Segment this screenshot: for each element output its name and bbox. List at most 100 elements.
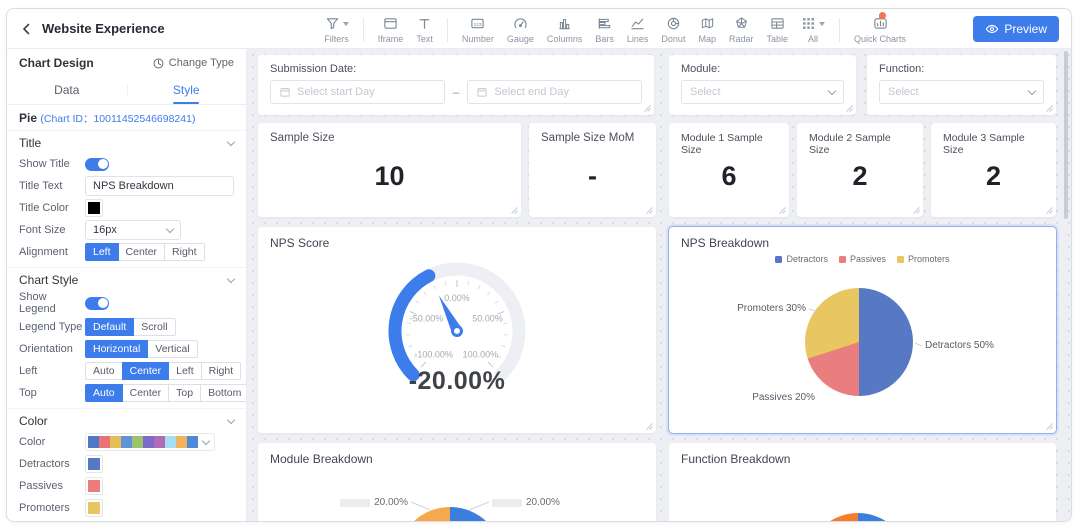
toolbar-item-all[interactable]: All xyxy=(796,16,830,44)
palette-swatch xyxy=(176,436,187,448)
back-button[interactable] xyxy=(19,21,35,37)
alignment-center-option[interactable]: Center xyxy=(117,243,166,261)
toolbar-item-gauge[interactable]: Gauge xyxy=(502,16,539,44)
pie-label-right: 20.00% xyxy=(492,497,560,508)
chevron-down-icon xyxy=(226,415,236,425)
section-title-header[interactable]: Title xyxy=(7,131,246,153)
start-date-input[interactable]: Select start Day xyxy=(270,80,445,104)
resize-handle[interactable] xyxy=(779,207,786,214)
module-breakdown-pie-card[interactable]: Module Breakdown 20.00% 20.00% xyxy=(258,443,656,521)
left-center-option[interactable]: Center xyxy=(121,362,170,380)
canvas-scrollbar-thumb[interactable] xyxy=(1064,51,1068,219)
toolbar-item-number[interactable]: 123 Number xyxy=(457,16,499,44)
column-chart-icon xyxy=(559,19,570,30)
page-title: Website Experience xyxy=(42,21,165,36)
left-auto-option[interactable]: Auto xyxy=(85,362,123,380)
alignment-right-option[interactable]: Right xyxy=(164,243,205,261)
kpi-module3-sample-size-card[interactable]: Module 3 Sample Size 2 xyxy=(931,123,1056,217)
legend-item-promoters[interactable]: Promoters xyxy=(897,254,950,264)
detractors-color-swatch[interactable] xyxy=(85,455,103,473)
resize-handle[interactable] xyxy=(511,207,518,214)
module-select[interactable]: Select xyxy=(681,80,844,104)
caret-down-icon xyxy=(819,22,825,29)
resize-handle[interactable] xyxy=(646,423,653,430)
top-auto-option[interactable]: Auto xyxy=(85,384,123,402)
top-center-option[interactable]: Center xyxy=(121,384,170,402)
legend-type-scroll-option[interactable]: Scroll xyxy=(133,318,176,336)
map-icon xyxy=(701,18,713,29)
kpi-value: 2 xyxy=(985,161,1002,191)
kpi-module1-sample-size-card[interactable]: Module 1 Sample Size 6 xyxy=(669,123,789,217)
resize-handle[interactable] xyxy=(1046,105,1053,112)
kpi-sample-size-card[interactable]: Sample Size 10 xyxy=(258,123,521,217)
end-date-input[interactable]: Select end Day xyxy=(467,80,642,104)
redacted-name xyxy=(492,498,522,507)
module-filter-card[interactable]: Module: Select xyxy=(669,55,856,115)
palette-swatch xyxy=(132,436,143,448)
resize-handle[interactable] xyxy=(646,207,653,214)
kpi-title: Module 2 Sample Size xyxy=(809,132,891,156)
number-icon: 123 xyxy=(471,18,485,29)
change-type-button[interactable]: Change Type xyxy=(152,57,234,70)
preview-button[interactable]: Preview xyxy=(973,15,1059,42)
toolbar-item-lines[interactable]: Lines xyxy=(622,16,654,44)
title-color-swatch[interactable] xyxy=(85,199,103,217)
show-title-toggle[interactable] xyxy=(85,157,109,171)
toolbar-item-filters[interactable]: Filters xyxy=(319,16,354,44)
chevron-left-icon xyxy=(23,23,30,34)
show-legend-toggle[interactable] xyxy=(85,296,109,310)
left-right-option[interactable]: Right xyxy=(200,362,242,380)
section-chart-style-header[interactable]: Chart Style xyxy=(7,268,246,290)
series-detractors-label: Detractors xyxy=(19,458,70,470)
nps-score-gauge-card[interactable]: NPS Score -100.00% -50.00% 0.00% 50.00% 100.… xyxy=(258,227,656,433)
nps-breakdown-pie-card[interactable]: NPS Breakdown Detractors Passives Promot… xyxy=(669,227,1056,433)
kpi-sample-size-mom-card[interactable]: Sample Size MoM - xyxy=(529,123,656,217)
legend-swatch xyxy=(897,255,904,263)
toolbar-item-map[interactable]: Map xyxy=(693,16,721,44)
tab-data[interactable]: Data xyxy=(54,83,80,97)
function-breakdown-pie-card[interactable]: Function Breakdown xyxy=(669,443,1056,521)
function-select[interactable]: Select xyxy=(879,80,1044,104)
legend-item-passives[interactable]: Passives xyxy=(838,254,886,264)
title-text-input[interactable] xyxy=(85,176,234,196)
toolbar-item-quick-charts[interactable]: Quick Charts xyxy=(849,11,911,44)
bar-chart-icon xyxy=(598,18,611,29)
left-left-option[interactable]: Left xyxy=(168,362,202,380)
toolbar-item-bars[interactable]: Bars xyxy=(590,16,619,44)
legend-item-detractors[interactable]: Detractors xyxy=(775,254,828,264)
orientation-vertical-option[interactable]: Vertical xyxy=(147,340,198,358)
title-group: Website Experience xyxy=(19,21,257,37)
toolbar-item-table[interactable]: Table xyxy=(761,16,793,44)
legend-type-default-option[interactable]: Default xyxy=(85,318,135,336)
top-top-option[interactable]: Top xyxy=(168,384,202,402)
function-filter-card[interactable]: Function: Select xyxy=(867,55,1056,115)
resize-handle[interactable] xyxy=(846,105,853,112)
notification-badge xyxy=(878,11,886,19)
resize-handle[interactable] xyxy=(1046,423,1053,430)
resize-handle[interactable] xyxy=(913,207,920,214)
palette-swatch xyxy=(154,436,165,448)
color-palette-select[interactable] xyxy=(85,433,215,451)
section-color-header[interactable]: Color xyxy=(7,409,246,431)
section-title: Title Show Title Title Text Title Color … xyxy=(7,131,246,268)
section-chart-style: Chart Style Show Legend Legend Type Defa… xyxy=(7,268,246,409)
toolbar-item-radar[interactable]: Radar xyxy=(724,16,759,44)
toolbar-item-text[interactable]: Text xyxy=(411,16,438,44)
orientation-horizontal-option[interactable]: Horizontal xyxy=(85,340,149,358)
alignment-left-option[interactable]: Left xyxy=(85,243,119,261)
toolbar-item-iframe[interactable]: Iframe xyxy=(373,16,409,44)
tab-style[interactable]: Style xyxy=(126,77,247,104)
pie-label-passives: Passives 20% xyxy=(752,392,815,403)
kpi-title: Module 3 Sample Size xyxy=(943,132,1025,156)
toolbar-item-donut[interactable]: Donut xyxy=(656,16,690,44)
passives-color-swatch[interactable] xyxy=(85,477,103,495)
toolbar-item-columns[interactable]: Columns xyxy=(542,16,588,44)
kpi-module2-sample-size-card[interactable]: Module 2 Sample Size 2 xyxy=(797,123,923,217)
top-bottom-option[interactable]: Bottom xyxy=(200,384,246,402)
submission-date-filter-card[interactable]: Submission Date: Select start Day – Sele… xyxy=(258,55,654,115)
resize-handle[interactable] xyxy=(1046,207,1053,214)
chart-id-label: (Chart ID：10011452546698241) xyxy=(40,113,196,125)
promoters-color-swatch[interactable] xyxy=(85,499,103,517)
resize-handle[interactable] xyxy=(644,105,651,112)
font-size-select[interactable]: 16px xyxy=(85,220,181,240)
